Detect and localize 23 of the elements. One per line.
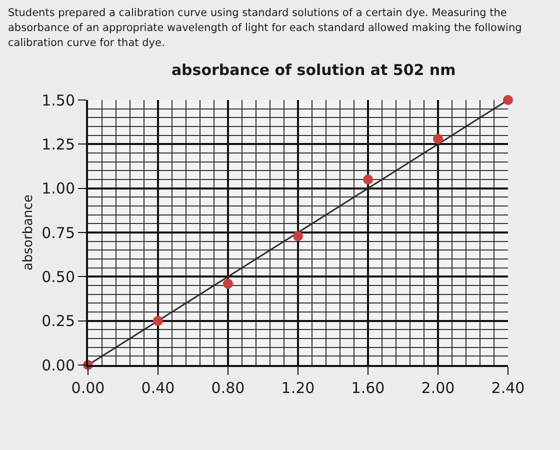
chart-subtitle: Students prepared a calibration curve using standard solutions of a certain dye. Measuring the absorbance of an appropriate wavelength of light for each standard allowed making the following calibration curve for that dye.	[8, 7, 522, 49]
x-tick-label: 2.00	[421, 379, 455, 397]
y-tick-label: 1.50	[42, 91, 75, 110]
x-tick-label: 0.40	[141, 379, 175, 397]
x-tick-label: 1.20	[281, 379, 315, 397]
y-tick-label: 0.50	[42, 268, 75, 286]
point	[363, 174, 373, 184]
x-tick-label: 2.40	[491, 379, 525, 397]
chart-title: absorbance of solution at 502 nm	[171, 61, 456, 79]
y-axis-title: absorbance	[21, 194, 36, 270]
point	[153, 316, 163, 326]
point	[433, 134, 443, 144]
y-tick-label: 0.00	[42, 356, 75, 374]
x-tick-label: 1.60	[351, 379, 385, 397]
y-tick-label: 0.25	[42, 312, 75, 330]
y-tick-label: 1.25	[42, 135, 75, 154]
point	[293, 231, 303, 242]
x-tick-label: 0.00	[71, 379, 105, 397]
point	[223, 278, 233, 289]
y-tick-label: 1.00	[42, 180, 75, 198]
y-tick-label: 0.75	[42, 224, 75, 242]
x-tick-label: 0.80	[211, 379, 245, 397]
point	[503, 95, 513, 105]
